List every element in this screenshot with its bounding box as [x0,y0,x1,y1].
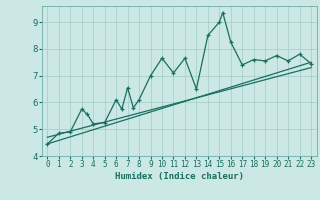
X-axis label: Humidex (Indice chaleur): Humidex (Indice chaleur) [115,172,244,181]
